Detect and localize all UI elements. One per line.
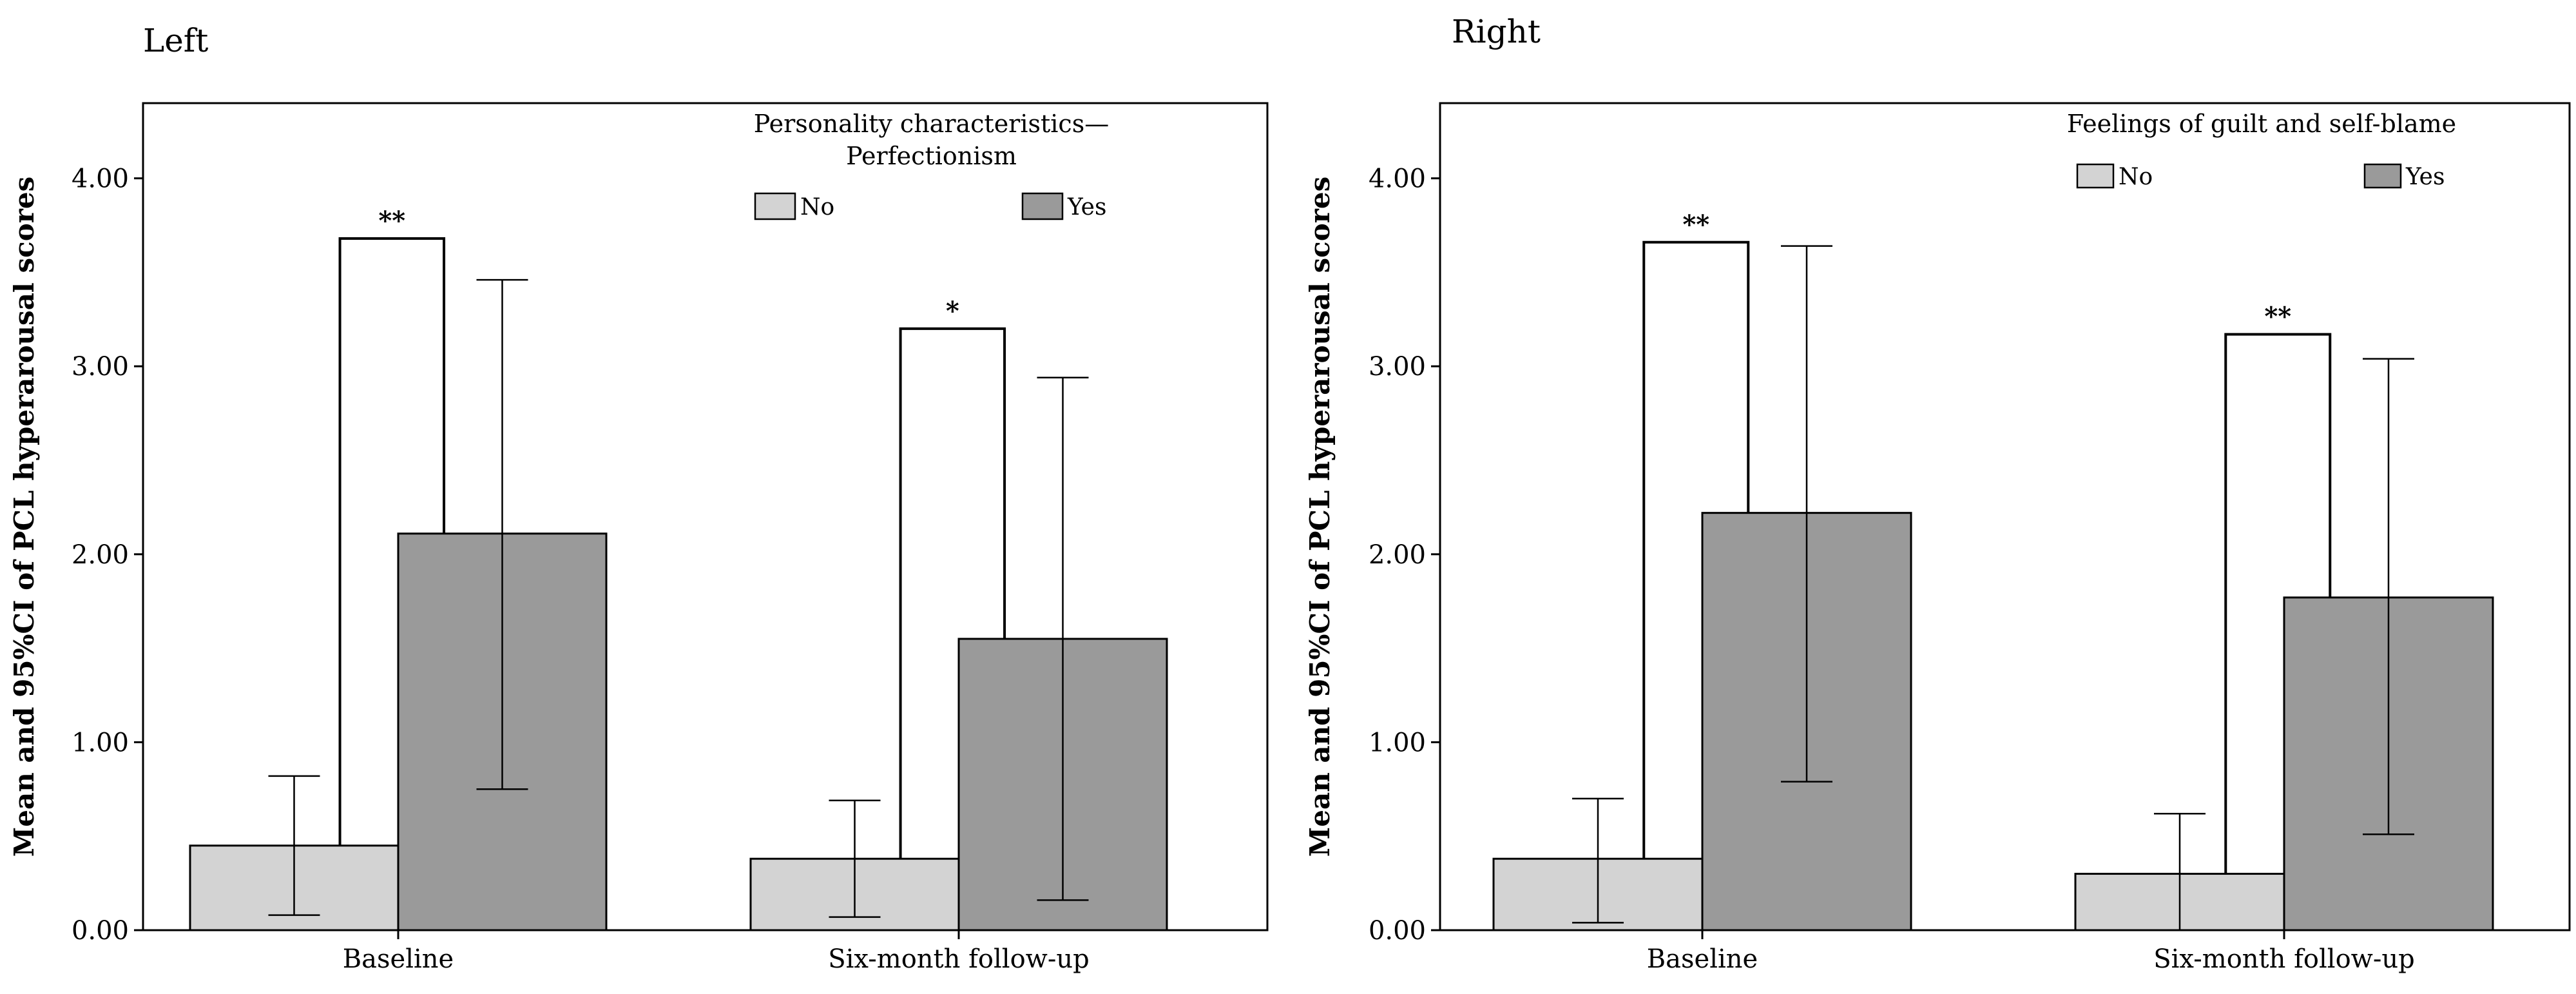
plot-frame [1439,102,2571,931]
category-label: Six-month follow-up [828,944,1090,974]
y-tick-label: 3.00 [1369,352,1426,382]
y-tick-label: 4.00 [72,164,129,194]
left-panel: Left 0.00 1.00 2.00 3.00 4.00 Mean and 95%CI … [8,22,1269,974]
y-tick-label: 0.00 [1369,916,1426,946]
significance-bracket [2224,333,2332,874]
legend-label-no: No [2119,164,2153,190]
panel-title: Left [143,22,208,59]
y-tick-label: 0.00 [72,916,129,946]
y-tick-label: 1.00 [1369,728,1426,757]
y-axis-label: Mean and 95%CI of PCL hyperarousal score… [8,177,40,857]
right-panel: Right 0.00 1.00 2.00 3.00 4.00 Mean and 95%CI… [1304,13,2571,974]
legend-title: Feelings of guilt and self-blame [2067,110,2456,138]
legend-swatch-yes [2363,163,2402,189]
category-label: Baseline [1647,944,1758,974]
significance-bracket [899,327,1006,859]
legend-swatch-no [754,192,796,220]
category-label: Baseline [343,944,454,974]
panel-title: Right [1452,13,1541,50]
y-axis-label: Mean and 95%CI of PCL hyperarousal score… [1304,177,1336,857]
plot-frame [142,102,1269,931]
y-tick-label: 3.00 [72,352,129,382]
legend-title: Personality characteristics— [754,110,1109,138]
y-tick-label: 2.00 [72,540,129,570]
legend-swatch-no [2076,163,2115,189]
legend-label-no: No [800,194,834,220]
significance-marker: ** [1682,210,1709,240]
y-tick-label: 4.00 [1369,164,1426,194]
legend-label-yes: Yes [2405,164,2445,190]
y-tick-label: 2.00 [1369,540,1426,570]
significance-marker: ** [2264,302,2291,332]
legend-swatch-yes [1021,192,1064,220]
y-tick-label: 1.00 [72,728,129,757]
significance-bracket [1642,240,1750,859]
legend-label-yes: Yes [1067,194,1106,220]
significance-marker: * [946,296,959,326]
significance-bracket [338,237,446,846]
significance-marker: ** [378,206,405,236]
category-label: Six-month follow-up [2153,944,2415,974]
legend-title: Perfectionism [846,142,1017,170]
